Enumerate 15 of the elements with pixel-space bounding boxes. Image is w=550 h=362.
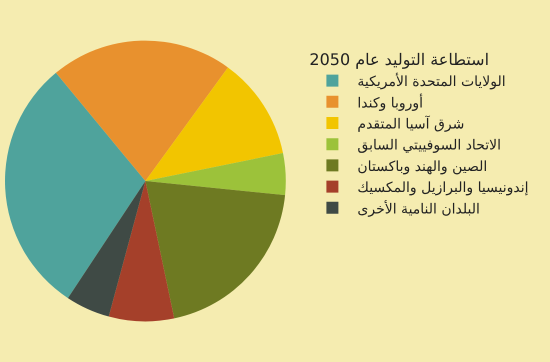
legend-label: الاتحاد السوفييتي السابق — [357, 138, 502, 154]
pie-slice — [68, 181, 146, 317]
legend-label: إندونيسيا والبرازيل والمكسيك — [357, 180, 529, 196]
legend-label: أوروبا وكندا — [357, 93, 424, 112]
pie-slice — [145, 181, 286, 318]
legend-label: الصين والهند وباكستان — [357, 158, 488, 175]
legend-label: شرق آسيا المتقدم — [357, 114, 464, 132]
legend-label: البلدان النامية الأخرى — [357, 199, 480, 218]
pie-slice — [5, 72, 146, 298]
pie-slice — [108, 181, 174, 322]
pie-slice — [56, 40, 228, 181]
pie-slice — [145, 153, 286, 196]
legend-title: استطاعة التوليد عام 2050 — [309, 50, 490, 69]
legend-label: الولايات المتحدة الأمريكية — [357, 72, 506, 90]
pie-slice — [145, 67, 283, 181]
